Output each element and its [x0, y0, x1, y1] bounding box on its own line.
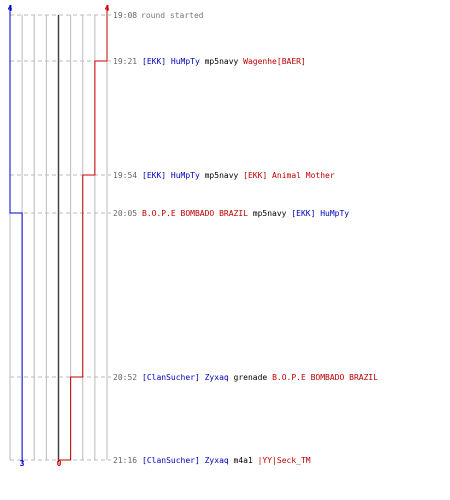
event-weapon: grenade — [229, 373, 272, 382]
top-right-score: 4 — [105, 4, 110, 13]
team-right-score-line — [58, 5, 108, 462]
event-weapon: mp5navy — [248, 209, 291, 218]
event-time: 21:16 — [113, 456, 137, 465]
team-left-score-line — [9, 5, 23, 462]
event-player: B.O.P.E BOMBADO BRAZIL — [142, 209, 248, 218]
bottom-left-score: 3 — [20, 459, 25, 468]
event-log: 19:08 round started 19:21 [EKK] HuMpTy mp5n… — [113, 11, 378, 465]
event-row: 19:54 [EKK] HuMpTy mp5navy [EKK] Animal M… — [113, 171, 335, 180]
event-player: B.O.P.E BOMBADO BRAZIL — [272, 373, 378, 382]
event-text: [EKK] HuMpTy mp5navy [EKK] Animal Mother — [142, 171, 335, 180]
grid-lines — [9, 15, 108, 460]
event-row: 20:52 [ClanSucher] Zyxaq grenade B.O.P.E … — [113, 373, 378, 382]
event-row: 20:05 B.O.P.E BOMBADO BRAZIL mp5navy [EKK… — [113, 209, 349, 218]
bottom-right-score: 0 — [57, 459, 62, 468]
top-left-score: 4 — [8, 4, 13, 13]
event-text: [EKK] HuMpTy mp5navy Wagenhe[BAER] — [142, 57, 306, 66]
event-time: 19:54 — [113, 171, 137, 180]
event-weapon: m4a1 — [229, 456, 258, 465]
event-row: 21:16 [ClanSucher] Zyxaq m4a1 |YY|Seck_TM — [113, 456, 311, 465]
event-weapon: mp5navy — [200, 57, 243, 66]
event-player: [ClanSucher] Zyxaq — [142, 456, 229, 465]
event-row: 19:21 [EKK] HuMpTy mp5navy Wagenhe[BAER] — [113, 57, 306, 66]
event-text: round started — [141, 11, 204, 20]
event-time: 20:52 — [113, 373, 137, 382]
event-player: |YY|Seck_TM — [258, 456, 311, 465]
event-weapon: mp5navy — [200, 171, 243, 180]
event-time: 19:21 — [113, 57, 137, 66]
event-time: 20:05 — [113, 209, 137, 218]
event-time: 19:08 — [113, 11, 137, 20]
event-player: [EKK] HuMpTy — [291, 209, 349, 218]
event-player: [EKK] Animal Mother — [243, 171, 335, 180]
event-text: [ClanSucher] Zyxaq grenade B.O.P.E BOMBA… — [142, 373, 378, 382]
event-player: Wagenhe[BAER] — [243, 57, 306, 66]
event-text: B.O.P.E BOMBADO BRAZIL mp5navy [EKK] HuM… — [142, 209, 349, 218]
event-player: [EKK] HuMpTy — [142, 171, 200, 180]
event-dash-lines — [10, 14, 111, 461]
event-row: 19:08 round started — [113, 11, 204, 20]
event-player: [ClanSucher] Zyxaq — [142, 373, 229, 382]
event-player: [EKK] HuMpTy — [142, 57, 200, 66]
event-text: [ClanSucher] Zyxaq m4a1 |YY|Seck_TM — [142, 456, 311, 465]
event-player: round started — [141, 11, 204, 20]
